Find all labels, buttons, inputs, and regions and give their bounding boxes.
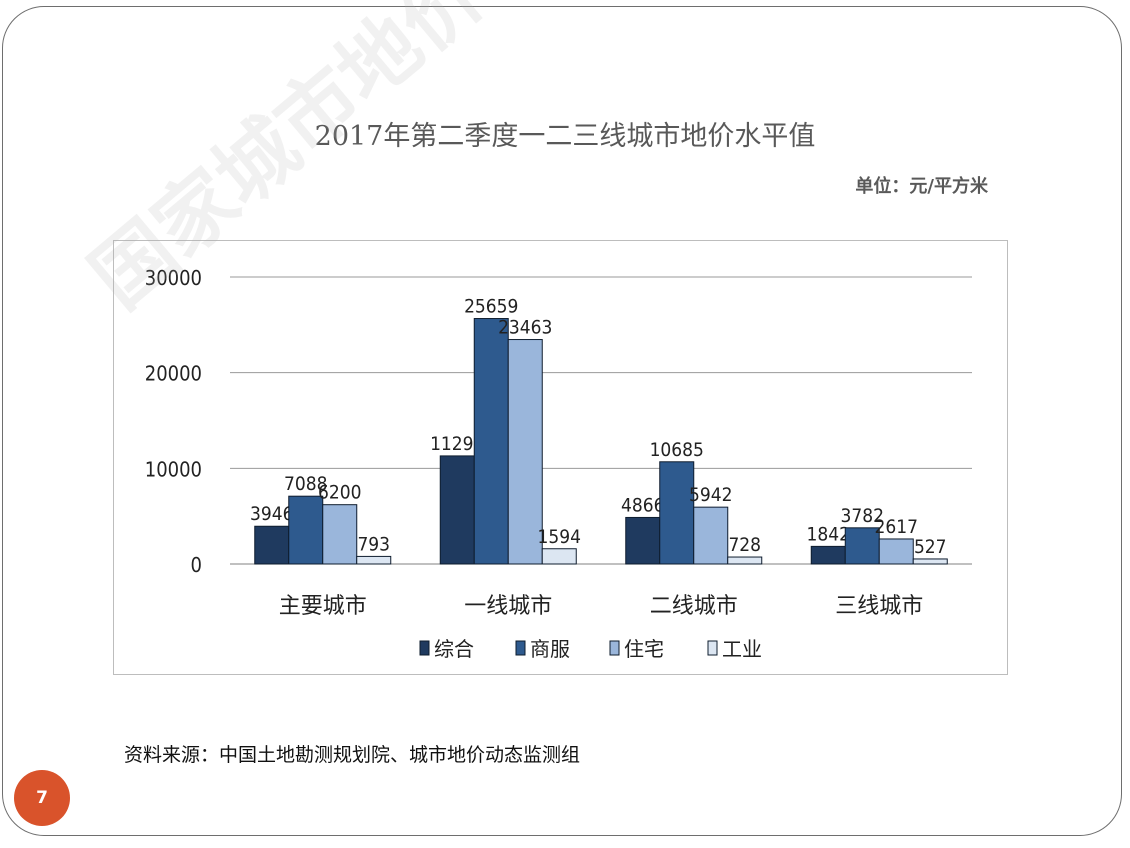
legend-label: 工业 [722, 637, 762, 661]
data-label: 527 [914, 536, 947, 558]
y-tick-label: 20000 [145, 362, 202, 386]
data-label: 728 [728, 534, 761, 556]
data-label: 4866 [621, 494, 665, 516]
data-label: 7088 [284, 473, 328, 495]
bar [844, 527, 880, 565]
legend-swatch [707, 640, 718, 656]
data-label: 1842 [807, 523, 851, 545]
legend-label: 住宅 [624, 637, 664, 661]
bar [356, 555, 392, 565]
data-label: 23463 [498, 317, 552, 339]
category-label: 三线城市 [835, 594, 923, 619]
chart-title: 2017年第二季度一二三线城市地价水平值 [314, 121, 816, 152]
category-label: 二线城市 [650, 594, 738, 619]
bar [322, 504, 358, 565]
data-label: 793 [357, 533, 390, 555]
y-tick-label: 10000 [145, 457, 202, 481]
bar [254, 525, 290, 565]
y-tick-label: 0 [191, 553, 202, 577]
data-label: 6200 [318, 482, 362, 504]
source-note: 资料来源：中国土地勘测规划院、城市地价动态监测组 [124, 744, 581, 766]
bar [810, 545, 846, 565]
category-label: 主要城市 [279, 594, 367, 619]
data-label: 2617 [875, 516, 919, 538]
data-label: 25659 [464, 296, 518, 318]
bar [439, 455, 475, 565]
y-tick-label: 30000 [145, 266, 202, 290]
category-label: 一线城市 [464, 594, 552, 619]
bar [507, 339, 543, 565]
data-label: 3946 [250, 503, 294, 525]
bar [727, 556, 763, 565]
bar [878, 538, 914, 565]
bar [541, 548, 577, 565]
unit-label: 单位：元/平方米 [855, 176, 988, 197]
bar [693, 506, 729, 565]
bar [659, 461, 695, 565]
bar [288, 495, 324, 565]
data-label: 11299 [430, 433, 484, 455]
legend-swatch [515, 640, 526, 656]
bar [473, 318, 509, 565]
data-label: 5942 [689, 484, 733, 506]
chart-area: 0 10000 20000 30000 3946 7088 6200 793 主要城市 11299… [113, 240, 1008, 675]
legend-swatch [419, 640, 430, 656]
legend-swatch [609, 640, 620, 656]
data-label: 3782 [841, 505, 885, 527]
legend-label: 商服 [530, 637, 570, 661]
data-label: 10685 [650, 439, 704, 461]
legend-label: 综合 [434, 637, 474, 661]
bar [912, 558, 948, 565]
bar [625, 516, 661, 565]
page-number-badge: 7 [14, 770, 70, 826]
data-label: 1594 [538, 526, 582, 548]
